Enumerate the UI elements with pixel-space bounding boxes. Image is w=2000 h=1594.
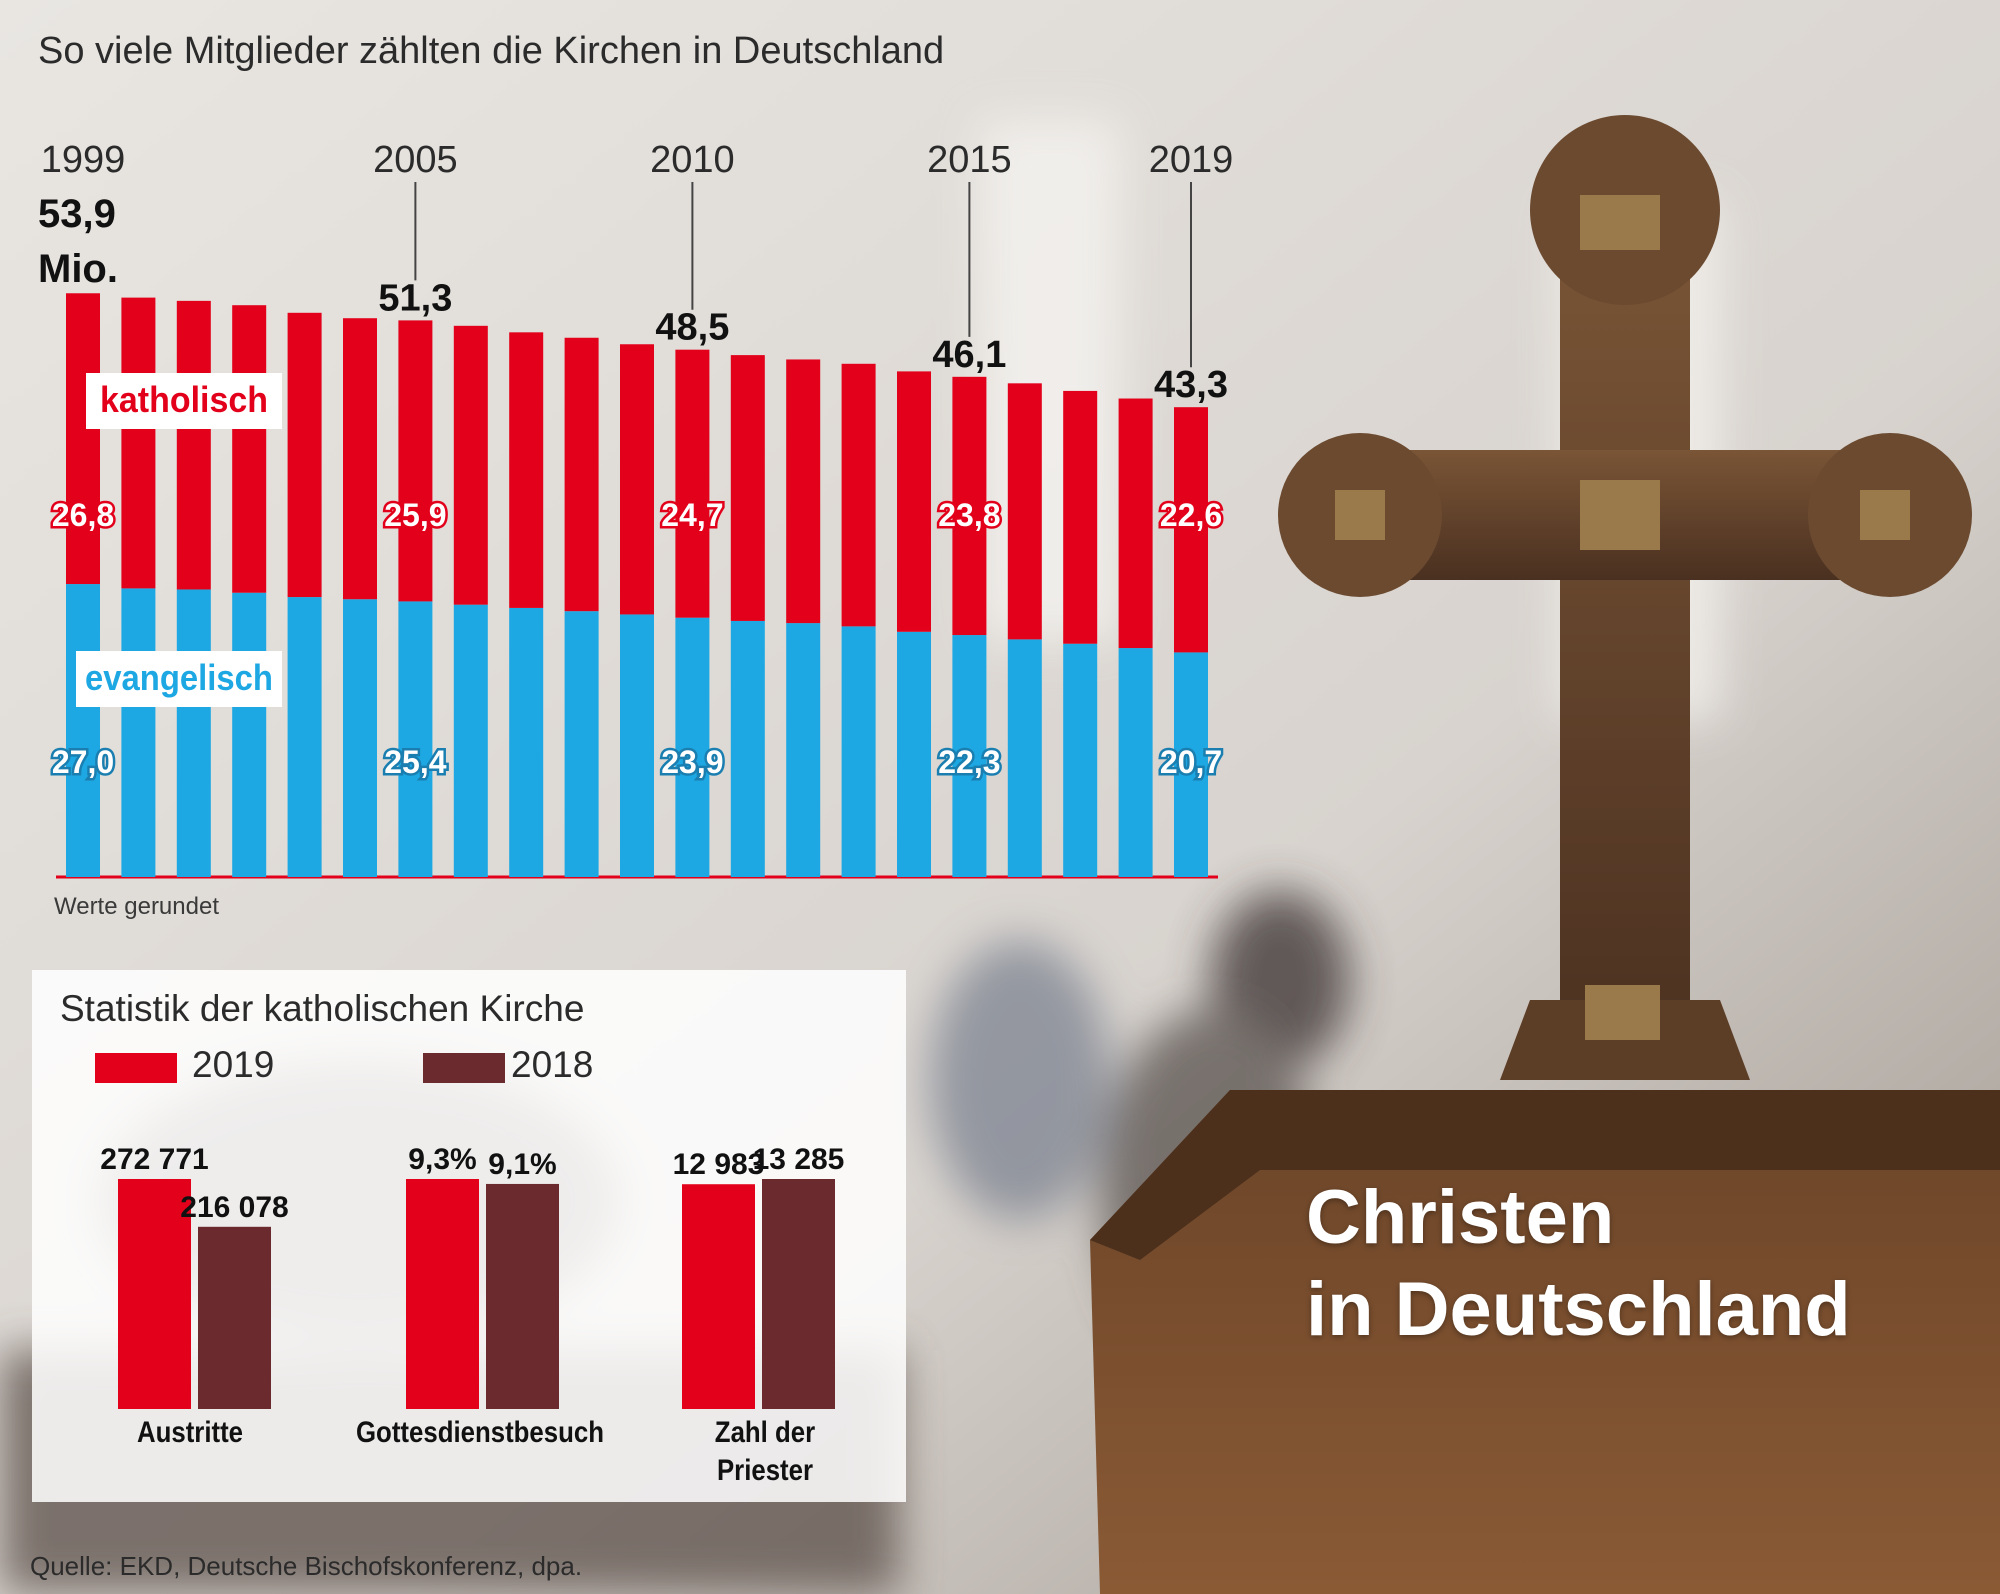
cross-image bbox=[1278, 115, 1972, 1080]
bar-katholisch-2009 bbox=[620, 344, 654, 615]
bar-katholisch-2015 bbox=[952, 376, 987, 636]
legend-label-2018: 2018 bbox=[511, 1044, 594, 1085]
value-katholisch-2019: 22,6 bbox=[1160, 497, 1222, 533]
bar-katholisch-2014 bbox=[897, 371, 931, 632]
bar-katholisch-2006 bbox=[453, 325, 488, 605]
year-label-2019: 2019 bbox=[1149, 139, 1234, 181]
bar-katholisch-2004 bbox=[343, 318, 377, 600]
stat-value-g2-2018: 13 285 bbox=[753, 1143, 845, 1176]
total-label-2015: 46,1 bbox=[932, 334, 1006, 376]
total-label-2010: 48,5 bbox=[655, 307, 729, 349]
stat-value-g1-2019: 9,3% bbox=[408, 1143, 476, 1176]
value-evangelisch-2010: 23,9 bbox=[661, 744, 723, 780]
year-label-2005: 2005 bbox=[373, 139, 458, 181]
legend-label-2019: 2019 bbox=[192, 1044, 275, 1085]
bar-evangelisch-2018 bbox=[1118, 648, 1153, 877]
stat-bar-g2-2018 bbox=[762, 1179, 835, 1409]
total-label-2005: 51,3 bbox=[378, 277, 452, 319]
bar-katholisch-2011 bbox=[730, 355, 765, 621]
bar-katholisch-1999 bbox=[66, 293, 100, 585]
bar-evangelisch-2009 bbox=[620, 614, 654, 877]
value-katholisch-2015: 23,8 bbox=[938, 497, 1000, 533]
stat-bar-g0-2018 bbox=[198, 1226, 271, 1409]
bar-evangelisch-2015 bbox=[952, 635, 987, 877]
bar-evangelisch-2011 bbox=[730, 620, 765, 877]
rounding-note: Werte gerundet bbox=[54, 893, 219, 920]
category-label-austritte: Austritte bbox=[136, 1416, 244, 1449]
bar-evangelisch-2004 bbox=[343, 599, 377, 877]
bar-evangelisch-2012 bbox=[786, 623, 821, 877]
stat-bar-g2-2019 bbox=[682, 1184, 755, 1409]
bar-katholisch-2016 bbox=[1007, 383, 1042, 640]
bar-evangelisch-2005 bbox=[398, 601, 433, 877]
bar-katholisch-2005 bbox=[398, 320, 433, 602]
value-evangelisch-2019: 20,7 bbox=[1160, 744, 1222, 780]
value-katholisch-2010: 24,7 bbox=[661, 497, 723, 533]
bar-katholisch-2000 bbox=[121, 297, 156, 589]
headline-line-2: in Deutschland bbox=[1306, 1267, 1851, 1352]
bar-katholisch-2001 bbox=[176, 300, 211, 590]
source-note: Quelle: EKD, Deutsche Bischofskonferenz,… bbox=[30, 1551, 583, 1581]
stat-bar-g0-2019 bbox=[118, 1179, 191, 1409]
series-label-box-katholisch bbox=[86, 373, 282, 429]
bar-evangelisch-2013 bbox=[841, 626, 876, 877]
bar-katholisch-2019 bbox=[1174, 407, 1208, 653]
bar-katholisch-2017 bbox=[1063, 390, 1098, 644]
total-label-1999: 53,9 bbox=[38, 192, 116, 236]
category-label-gottesdienstbesuch: Gottesdienstbesuch bbox=[355, 1416, 605, 1449]
bar-evangelisch-2010 bbox=[675, 617, 710, 877]
value-evangelisch-1999: 27,0 bbox=[52, 744, 114, 780]
bar-katholisch-2013 bbox=[841, 363, 876, 627]
value-katholisch-2005: 25,9 bbox=[384, 497, 446, 533]
bar-evangelisch-2019 bbox=[1174, 652, 1208, 877]
bar-evangelisch-2007 bbox=[509, 607, 544, 877]
bar-katholisch-2002 bbox=[232, 305, 267, 593]
stat-bar-g1-2019 bbox=[406, 1179, 479, 1409]
bar-evangelisch-2016 bbox=[1007, 639, 1042, 877]
bar-katholisch-2010 bbox=[675, 349, 710, 618]
bar-evangelisch-2000 bbox=[121, 588, 156, 877]
year-label-1999: 1999 bbox=[41, 139, 126, 181]
stat-value-g1-2018: 9,1% bbox=[488, 1148, 556, 1181]
legend-swatch-2019 bbox=[95, 1053, 177, 1083]
stat-value-g0-2018: 216 078 bbox=[180, 1191, 288, 1224]
legend-swatch-2018 bbox=[423, 1053, 505, 1083]
series-label-katholisch: katholisch bbox=[100, 379, 268, 420]
value-evangelisch-2005: 25,4 bbox=[384, 744, 446, 780]
bar-evangelisch-2001 bbox=[176, 589, 211, 877]
bar-evangelisch-2003 bbox=[287, 597, 322, 877]
bar-evangelisch-2017 bbox=[1063, 643, 1098, 877]
headline-line-1: Christen bbox=[1306, 1175, 1615, 1260]
bar-evangelisch-2006 bbox=[453, 604, 488, 877]
bar-katholisch-2003 bbox=[287, 312, 322, 598]
total-unit: Mio. bbox=[38, 247, 118, 291]
bar-evangelisch-2002 bbox=[232, 592, 267, 877]
bar-katholisch-2008 bbox=[564, 337, 599, 612]
series-label-box-evangelisch bbox=[76, 651, 282, 707]
bar-evangelisch-2014 bbox=[897, 631, 931, 877]
bar-katholisch-2018 bbox=[1118, 398, 1153, 649]
stat-bar-g1-2018 bbox=[486, 1183, 559, 1409]
bar-evangelisch-1999 bbox=[66, 584, 100, 877]
panel-title: Statistik der katholischen Kirche bbox=[60, 988, 585, 1029]
category-label-priester: Zahl der Priester bbox=[714, 1416, 816, 1487]
series-label-evangelisch: evangelisch bbox=[85, 657, 273, 698]
stat-value-g2-2019: 12 983 bbox=[673, 1148, 765, 1181]
headline: Christen in Deutschland bbox=[1306, 1172, 1851, 1356]
value-evangelisch-2015: 22,3 bbox=[938, 744, 1000, 780]
bar-katholisch-2012 bbox=[786, 359, 821, 624]
chart-title: So viele Mitglieder zählten die Kirchen … bbox=[38, 30, 945, 72]
year-label-2015: 2015 bbox=[927, 139, 1012, 181]
total-label-2019: 43,3 bbox=[1154, 364, 1228, 406]
stat-value-g0-2019: 272 771 bbox=[100, 1143, 208, 1176]
year-label-2010: 2010 bbox=[650, 139, 735, 181]
value-katholisch-1999: 26,8 bbox=[52, 497, 114, 533]
bar-katholisch-2007 bbox=[509, 332, 544, 608]
bar-evangelisch-2008 bbox=[564, 611, 599, 877]
